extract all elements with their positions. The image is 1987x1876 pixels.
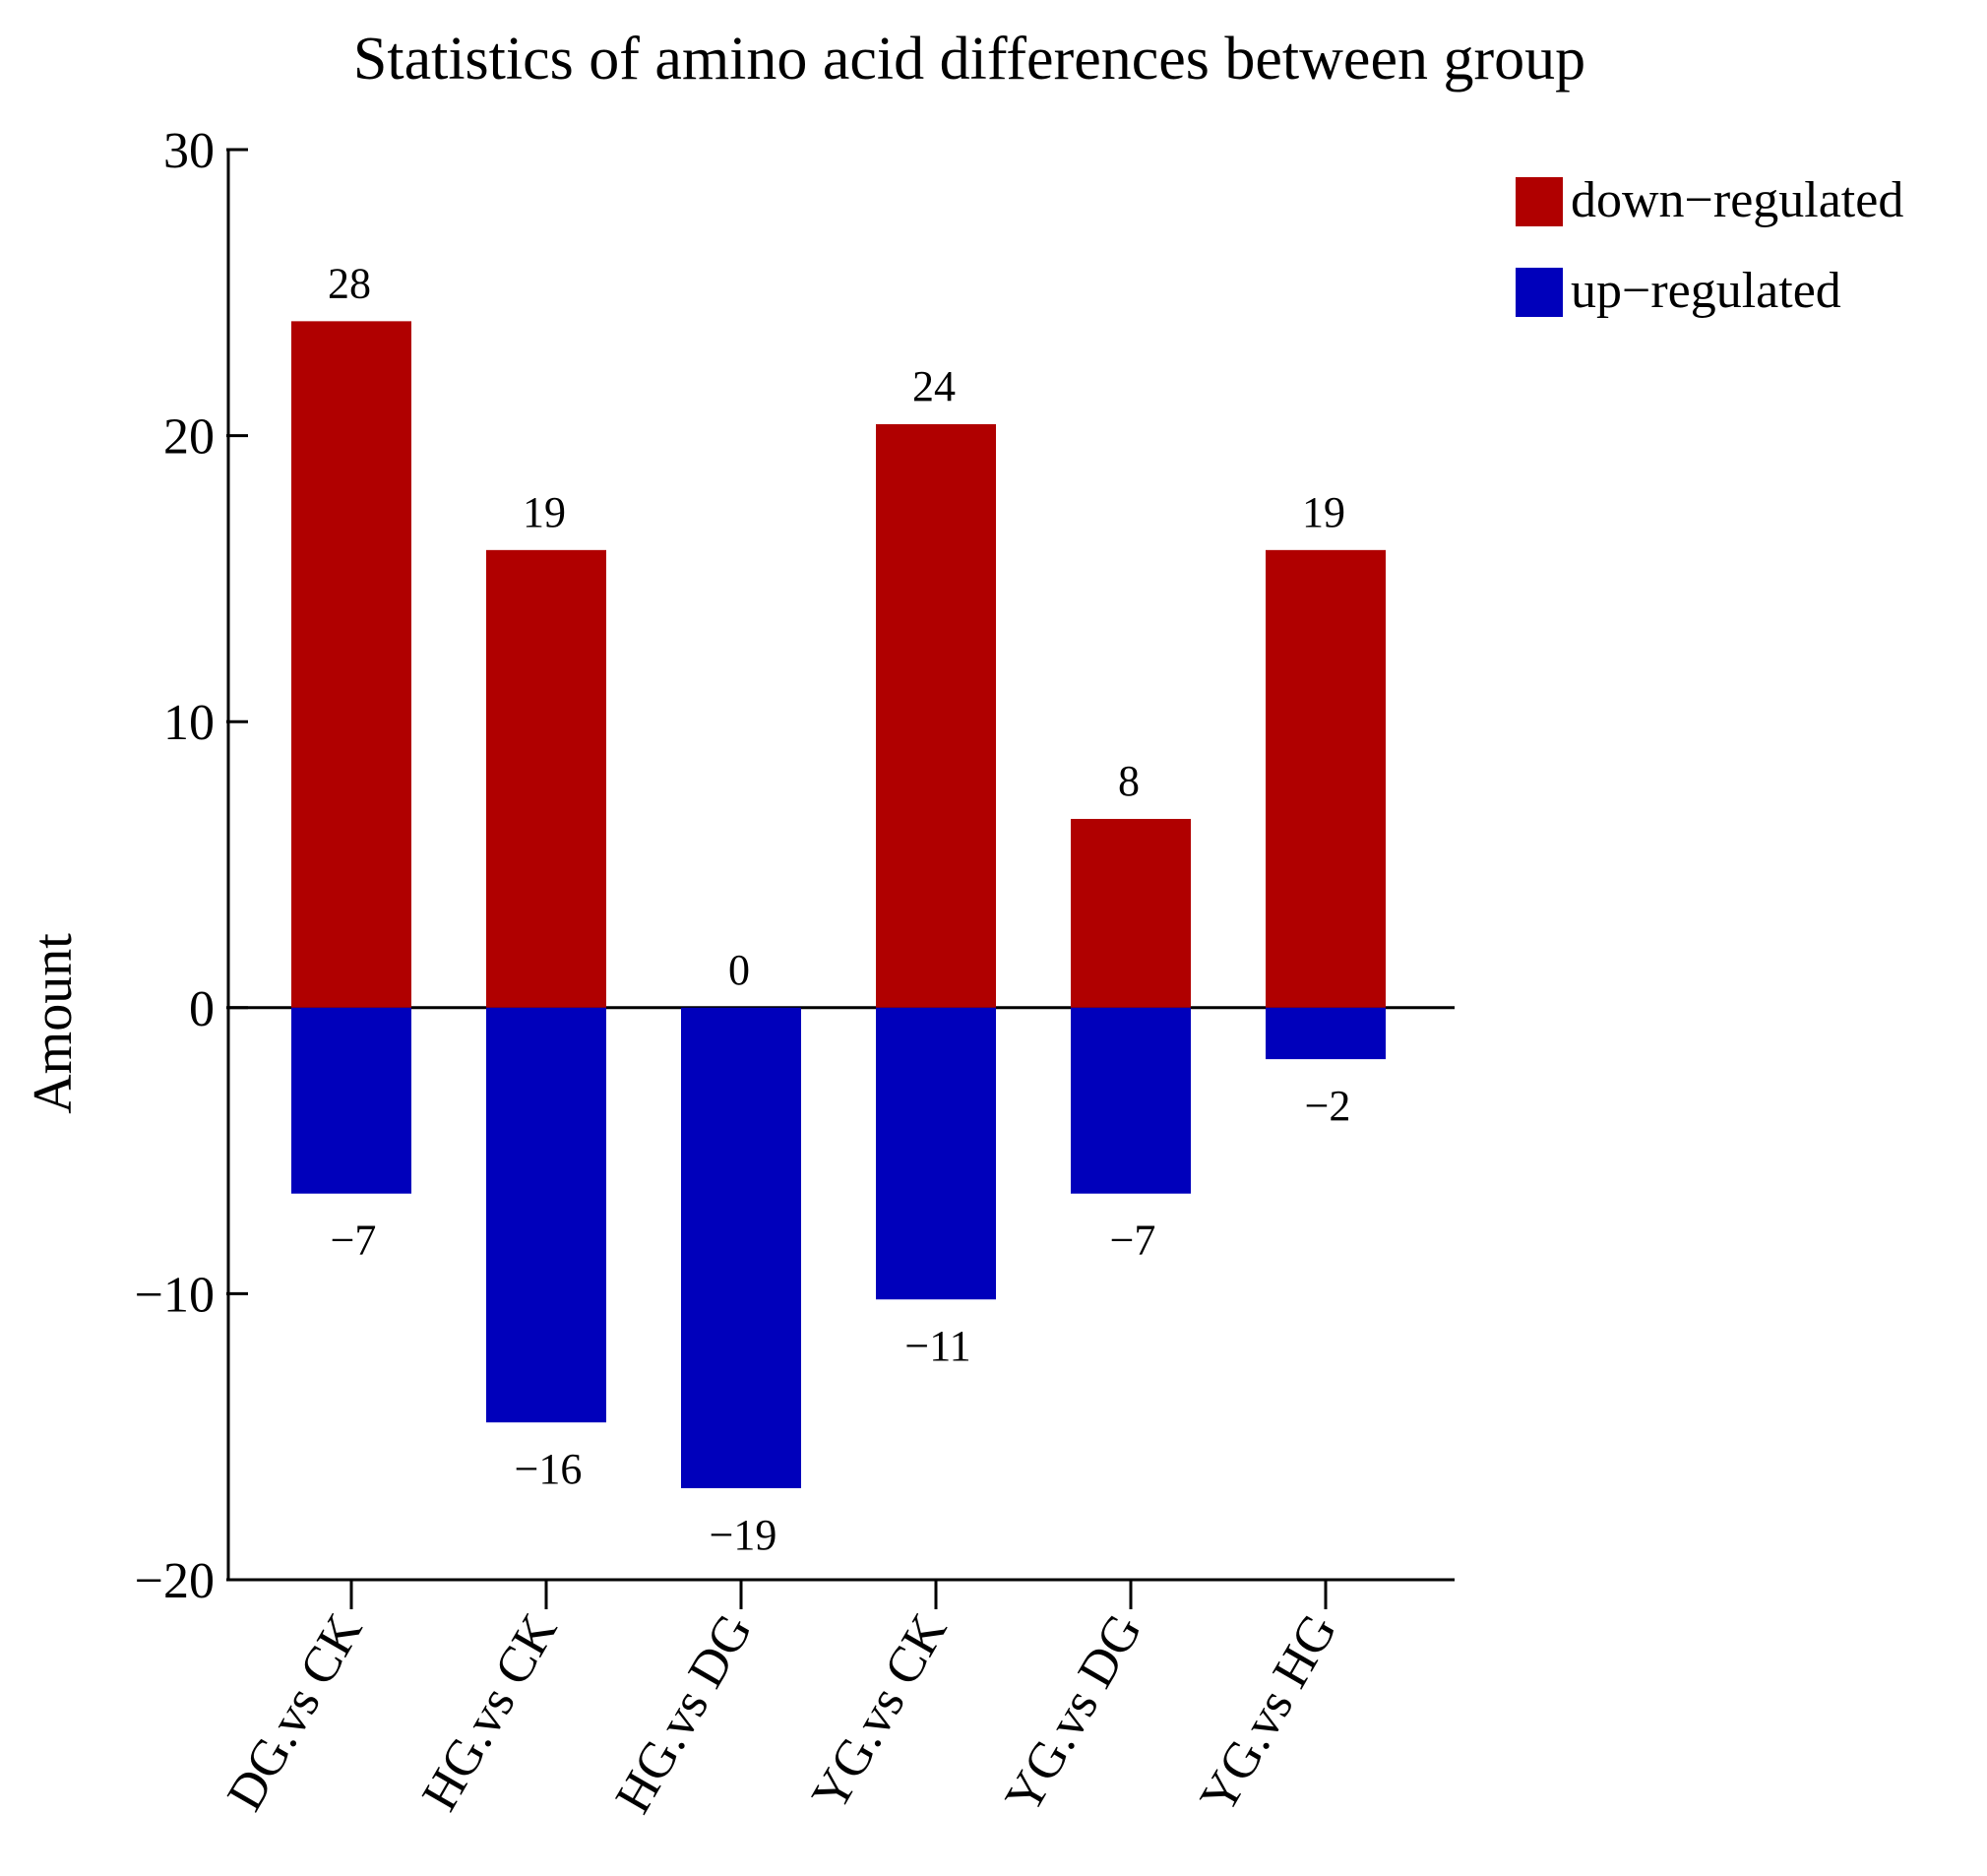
- chart-title: Statistics of amino acid differences bet…: [353, 26, 1585, 93]
- data-label-up: −19: [710, 1511, 777, 1559]
- bar-up-regulated: [681, 1007, 801, 1489]
- legend-swatch-down-regulated: [1516, 177, 1563, 226]
- bar-down-regulated: [486, 549, 606, 1008]
- data-label-up: −7: [1110, 1217, 1156, 1265]
- y-tick-label: 20: [163, 409, 215, 466]
- bar-up-regulated: [1266, 1007, 1386, 1060]
- data-labels: 28 19 0 24 8 19 −7 −16 −19 −11 −7 −2: [328, 259, 1350, 1559]
- legend: down−regulated up−regulated: [1516, 172, 1903, 319]
- y-tick-label: −20: [135, 1553, 215, 1609]
- legend-swatch-up-regulated: [1516, 268, 1563, 317]
- x-tick-label: HG.vs DG: [605, 1605, 764, 1823]
- x-tick-label: DG.vs CK: [217, 1604, 373, 1820]
- bar-up-regulated: [291, 1007, 411, 1194]
- data-label-up: −16: [515, 1445, 583, 1493]
- bar-down-regulated: [876, 423, 996, 1008]
- x-tick-label: YG.vs CK: [801, 1604, 958, 1820]
- data-label-up: −2: [1305, 1082, 1351, 1130]
- y-axis-label: Amount: [23, 933, 84, 1114]
- data-label-down: 19: [523, 488, 566, 536]
- y-tick-label: 30: [163, 123, 215, 179]
- legend-label: down−regulated: [1571, 172, 1903, 228]
- data-label-down: 19: [1302, 488, 1345, 536]
- bar-down-regulated: [1266, 549, 1386, 1008]
- bar-up-regulated: [1071, 1007, 1191, 1194]
- bar-down-regulated: [1071, 819, 1191, 1008]
- x-tick-label: YG.vs DG: [995, 1605, 1153, 1823]
- x-tick-label: HG.vs CK: [411, 1604, 568, 1820]
- data-label-up: −11: [904, 1322, 970, 1370]
- data-label-up: −7: [331, 1217, 377, 1265]
- data-label-down: 8: [1118, 757, 1140, 805]
- bars: [291, 321, 1386, 1489]
- legend-label: up−regulated: [1571, 263, 1841, 319]
- y-tick-label: 0: [189, 981, 215, 1037]
- data-label-down: 28: [328, 259, 371, 307]
- bar-up-regulated: [486, 1007, 606, 1423]
- bar-up-regulated: [876, 1007, 996, 1300]
- data-label-down: 24: [912, 362, 956, 410]
- data-label-down: 0: [728, 946, 750, 994]
- bar-down-regulated: [291, 321, 411, 1008]
- x-tick-label: YG.vs HG: [1190, 1605, 1348, 1823]
- y-tick-label: −10: [135, 1267, 215, 1323]
- y-tick-label: 10: [163, 695, 215, 751]
